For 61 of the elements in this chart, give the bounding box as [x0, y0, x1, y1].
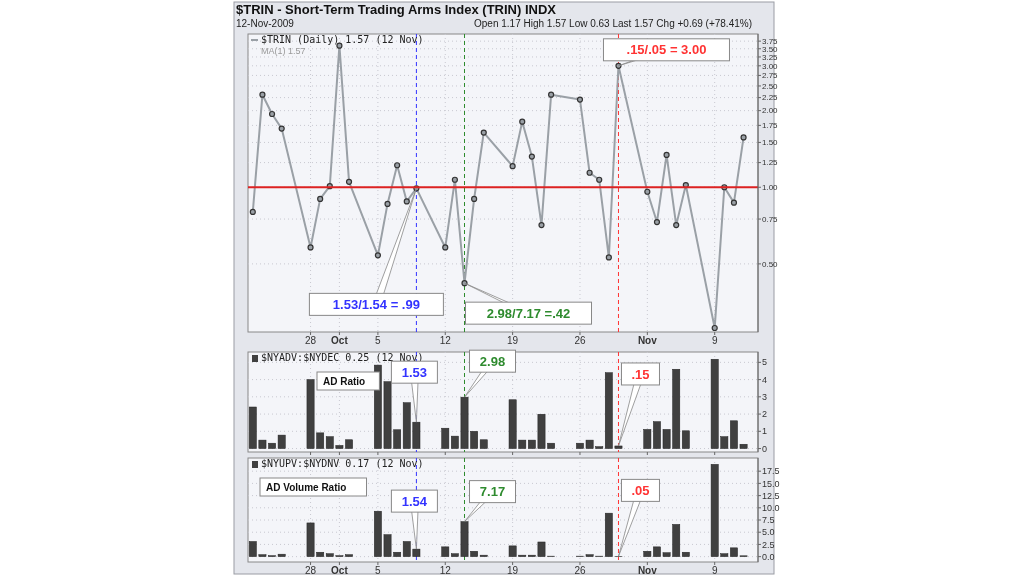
annotation: .15 [631, 366, 650, 382]
y-tick-label: 2 [762, 409, 768, 420]
x-tick-label: 26 [574, 565, 586, 576]
x-tick-label: 9 [711, 335, 718, 346]
text: 12-Nov-2009 [236, 18, 295, 29]
y-tick-label: 1.25 [762, 158, 779, 168]
annotation: 2.98 [479, 353, 506, 369]
legend-label: $TRIN (Daily) 1.57 (12 Nov) [261, 34, 424, 45]
y-tick-label: 2.25 [762, 93, 779, 103]
legend-label: $NYADV:$NYDEC 0.25 (12 Nov) [261, 352, 424, 363]
y-tick-label: 12.5 [762, 490, 780, 501]
y-tick-label: 15.0 [762, 478, 780, 489]
annotation: .05 [631, 483, 650, 499]
y-tick-label: 17.5 [762, 466, 780, 477]
y-tick-label: 10.0 [762, 502, 780, 513]
x-tick-label: Oct [331, 335, 349, 346]
x-tick-label: 5 [375, 565, 382, 576]
y-tick-label: 5 [762, 357, 768, 368]
y-tick-label: 3.75 [762, 36, 779, 46]
x-tick-label: 9 [711, 565, 718, 576]
annotation: 7.17 [479, 484, 506, 500]
y-tick-label: 0.50 [762, 259, 779, 269]
y-tick-label: 1.00 [762, 183, 779, 193]
x-tick-label: Nov [637, 335, 658, 346]
text: Open 1.17 High 1.57 Low 0.63 Last 1.57 Chg +0.69 (+78.41%) [474, 18, 752, 29]
x-tick-label: Nov [637, 565, 658, 576]
y-tick-label: 1.75 [762, 121, 779, 131]
annotation: 1.54 [401, 493, 428, 509]
x-tick-label: 12 [439, 565, 452, 576]
x-tick-label: 26 [574, 335, 586, 346]
y-tick-label: 2.50 [762, 81, 779, 91]
x-tick-label: 12 [439, 335, 452, 346]
x-tick-label: 19 [507, 335, 519, 346]
y-tick-label: 0 [762, 443, 768, 454]
y-tick-label: 2.75 [762, 71, 779, 81]
y-tick-label: 3 [762, 391, 768, 402]
annotation: 1.53/1.54 = .99 [332, 297, 420, 313]
y-tick-label: 1.50 [762, 138, 779, 148]
x-tick-label: 19 [507, 565, 519, 576]
x-tick-label: 5 [375, 335, 382, 346]
legend-label: $NYUPV:$NYDNV 0.17 (12 Nov) [261, 458, 424, 469]
annotation: MA(1) 1.57 [261, 46, 306, 56]
annotation: AD Ratio [323, 376, 366, 387]
y-tick-label: 0.0 [762, 551, 775, 562]
y-tick-label: 2.00 [762, 106, 779, 116]
y-tick-label: 3.00 [762, 61, 779, 71]
y-tick-label: 3.25 [762, 52, 779, 62]
y-tick-label: 5.0 [762, 527, 775, 538]
annotation: AD Volume Ratio [266, 482, 347, 493]
y-tick-label: 4 [762, 374, 768, 385]
y-tick-label: 3.50 [762, 44, 779, 54]
annotation: 2.98/7.17 =.42 [486, 305, 571, 321]
y-tick-label: 2.5 [762, 539, 775, 550]
y-tick-label: 1 [762, 426, 768, 437]
x-tick-label: 28 [304, 335, 317, 346]
annotation: 1.53 [401, 364, 428, 380]
x-tick-label: 28 [304, 565, 317, 576]
y-tick-label: 7.5 [762, 515, 775, 526]
x-tick-label: Oct [331, 565, 349, 576]
chart-title: $TRIN - Short-Term Trading Arms Index (TRIN) INDX [236, 2, 557, 17]
y-tick-label: 0.75 [762, 214, 779, 224]
